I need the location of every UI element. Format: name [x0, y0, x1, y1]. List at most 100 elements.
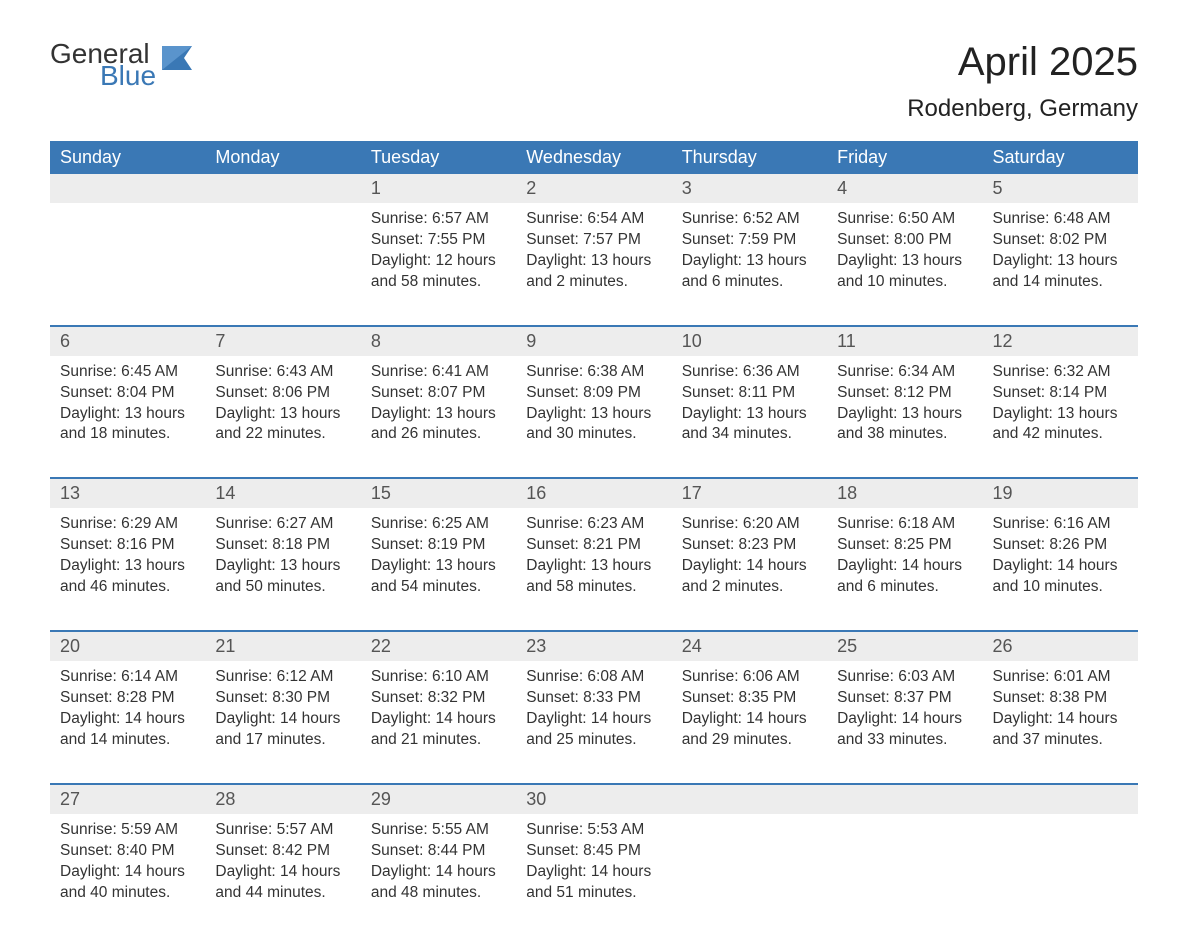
sunset-line: Sunset: 8:35 PM — [682, 688, 817, 709]
daycell-empty — [672, 814, 827, 935]
sunset-line: Sunset: 8:18 PM — [215, 535, 350, 556]
sunset-line: Sunset: 8:33 PM — [526, 688, 661, 709]
calendar-table: Sunday Monday Tuesday Wednesday Thursday… — [50, 141, 1138, 935]
daynum-empty — [50, 174, 205, 203]
daycell-7: Sunrise: 6:43 AMSunset: 8:06 PMDaylight:… — [205, 356, 360, 479]
location: Rodenberg, Germany — [907, 95, 1138, 123]
week-2-content-row: Sunrise: 6:29 AMSunset: 8:16 PMDaylight:… — [50, 508, 1138, 631]
daycontent-12: Sunrise: 6:32 AMSunset: 8:14 PMDaylight:… — [983, 356, 1138, 446]
daynum-6: 6 — [50, 326, 205, 356]
daynum-18: 18 — [827, 478, 982, 508]
sunrise-line: Sunrise: 6:06 AM — [682, 667, 817, 688]
sunset-line: Sunset: 8:25 PM — [837, 535, 972, 556]
sunset-line: Sunset: 8:06 PM — [215, 383, 350, 404]
daynum-20: 20 — [50, 631, 205, 661]
sunset-line: Sunset: 8:38 PM — [993, 688, 1128, 709]
daylight-line: Daylight: 13 hours and 30 minutes. — [526, 404, 661, 446]
daynum-4: 4 — [827, 174, 982, 203]
daycontent-8: Sunrise: 6:41 AMSunset: 8:07 PMDaylight:… — [361, 356, 516, 446]
daynum-23: 23 — [516, 631, 671, 661]
daylight-line: Daylight: 13 hours and 26 minutes. — [371, 404, 506, 446]
logo: General Blue — [50, 40, 192, 90]
daynum-empty — [983, 784, 1138, 814]
sunrise-line: Sunrise: 5:57 AM — [215, 820, 350, 841]
daycontent-14: Sunrise: 6:27 AMSunset: 8:18 PMDaylight:… — [205, 508, 360, 598]
daylight-line: Daylight: 14 hours and 44 minutes. — [215, 862, 350, 904]
daycell-22: Sunrise: 6:10 AMSunset: 8:32 PMDaylight:… — [361, 661, 516, 784]
daylight-line: Daylight: 14 hours and 2 minutes. — [682, 556, 817, 598]
daycontent-26: Sunrise: 6:01 AMSunset: 8:38 PMDaylight:… — [983, 661, 1138, 751]
daylight-line: Daylight: 13 hours and 46 minutes. — [60, 556, 195, 598]
daycell-10: Sunrise: 6:36 AMSunset: 8:11 PMDaylight:… — [672, 356, 827, 479]
daycontent-7: Sunrise: 6:43 AMSunset: 8:06 PMDaylight:… — [205, 356, 360, 446]
sunset-line: Sunset: 8:23 PM — [682, 535, 817, 556]
daynum-30: 30 — [516, 784, 671, 814]
daycontent-21: Sunrise: 6:12 AMSunset: 8:30 PMDaylight:… — [205, 661, 360, 751]
sunrise-line: Sunrise: 6:41 AM — [371, 362, 506, 383]
daycell-23: Sunrise: 6:08 AMSunset: 8:33 PMDaylight:… — [516, 661, 671, 784]
week-4-content-row: Sunrise: 5:59 AMSunset: 8:40 PMDaylight:… — [50, 814, 1138, 935]
sunrise-line: Sunrise: 6:27 AM — [215, 514, 350, 535]
sunset-line: Sunset: 8:19 PM — [371, 535, 506, 556]
daylight-line: Daylight: 14 hours and 29 minutes. — [682, 709, 817, 751]
week-4-daynum-row: 27282930 — [50, 784, 1138, 814]
sunrise-line: Sunrise: 6:14 AM — [60, 667, 195, 688]
daycontent-16: Sunrise: 6:23 AMSunset: 8:21 PMDaylight:… — [516, 508, 671, 598]
daycontent-6: Sunrise: 6:45 AMSunset: 8:04 PMDaylight:… — [50, 356, 205, 446]
daynum-14: 14 — [205, 478, 360, 508]
daycell-empty — [205, 203, 360, 326]
daycontent-29: Sunrise: 5:55 AMSunset: 8:44 PMDaylight:… — [361, 814, 516, 904]
daynum-26: 26 — [983, 631, 1138, 661]
col-wednesday: Wednesday — [516, 141, 671, 174]
daycell-1: Sunrise: 6:57 AMSunset: 7:55 PMDaylight:… — [361, 203, 516, 326]
daynum-3: 3 — [672, 174, 827, 203]
sunrise-line: Sunrise: 5:59 AM — [60, 820, 195, 841]
sunrise-line: Sunrise: 6:03 AM — [837, 667, 972, 688]
daycontent-17: Sunrise: 6:20 AMSunset: 8:23 PMDaylight:… — [672, 508, 827, 598]
daynum-16: 16 — [516, 478, 671, 508]
daynum-21: 21 — [205, 631, 360, 661]
daylight-line: Daylight: 13 hours and 42 minutes. — [993, 404, 1128, 446]
daycell-empty — [983, 814, 1138, 935]
sunrise-line: Sunrise: 6:34 AM — [837, 362, 972, 383]
daycell-5: Sunrise: 6:48 AMSunset: 8:02 PMDaylight:… — [983, 203, 1138, 326]
daycontent-11: Sunrise: 6:34 AMSunset: 8:12 PMDaylight:… — [827, 356, 982, 446]
daynum-7: 7 — [205, 326, 360, 356]
daycontent-9: Sunrise: 6:38 AMSunset: 8:09 PMDaylight:… — [516, 356, 671, 446]
daylight-line: Daylight: 13 hours and 22 minutes. — [215, 404, 350, 446]
daycontent-22: Sunrise: 6:10 AMSunset: 8:32 PMDaylight:… — [361, 661, 516, 751]
daynum-2: 2 — [516, 174, 671, 203]
sunset-line: Sunset: 8:21 PM — [526, 535, 661, 556]
daylight-line: Daylight: 14 hours and 14 minutes. — [60, 709, 195, 751]
daycell-21: Sunrise: 6:12 AMSunset: 8:30 PMDaylight:… — [205, 661, 360, 784]
daynum-15: 15 — [361, 478, 516, 508]
week-1-content-row: Sunrise: 6:45 AMSunset: 8:04 PMDaylight:… — [50, 356, 1138, 479]
daycell-16: Sunrise: 6:23 AMSunset: 8:21 PMDaylight:… — [516, 508, 671, 631]
sunset-line: Sunset: 8:02 PM — [993, 230, 1128, 251]
daycell-28: Sunrise: 5:57 AMSunset: 8:42 PMDaylight:… — [205, 814, 360, 935]
daynum-19: 19 — [983, 478, 1138, 508]
daycontent-3: Sunrise: 6:52 AMSunset: 7:59 PMDaylight:… — [672, 203, 827, 293]
daycontent-13: Sunrise: 6:29 AMSunset: 8:16 PMDaylight:… — [50, 508, 205, 598]
daynum-24: 24 — [672, 631, 827, 661]
sunset-line: Sunset: 7:59 PM — [682, 230, 817, 251]
daycell-8: Sunrise: 6:41 AMSunset: 8:07 PMDaylight:… — [361, 356, 516, 479]
sunset-line: Sunset: 8:32 PM — [371, 688, 506, 709]
daynum-9: 9 — [516, 326, 671, 356]
daycontent-20: Sunrise: 6:14 AMSunset: 8:28 PMDaylight:… — [50, 661, 205, 751]
week-2-daynum-row: 13141516171819 — [50, 478, 1138, 508]
daylight-line: Daylight: 13 hours and 58 minutes. — [526, 556, 661, 598]
sunset-line: Sunset: 7:55 PM — [371, 230, 506, 251]
daycell-25: Sunrise: 6:03 AMSunset: 8:37 PMDaylight:… — [827, 661, 982, 784]
logo-text-blue: Blue — [100, 62, 156, 90]
sunset-line: Sunset: 8:44 PM — [371, 841, 506, 862]
daycontent-4: Sunrise: 6:50 AMSunset: 8:00 PMDaylight:… — [827, 203, 982, 293]
daylight-line: Daylight: 13 hours and 54 minutes. — [371, 556, 506, 598]
sunrise-line: Sunrise: 5:53 AM — [526, 820, 661, 841]
daynum-17: 17 — [672, 478, 827, 508]
sunset-line: Sunset: 8:12 PM — [837, 383, 972, 404]
daycontent-2: Sunrise: 6:54 AMSunset: 7:57 PMDaylight:… — [516, 203, 671, 293]
daycell-empty — [50, 203, 205, 326]
daylight-line: Daylight: 14 hours and 10 minutes. — [993, 556, 1128, 598]
col-tuesday: Tuesday — [361, 141, 516, 174]
